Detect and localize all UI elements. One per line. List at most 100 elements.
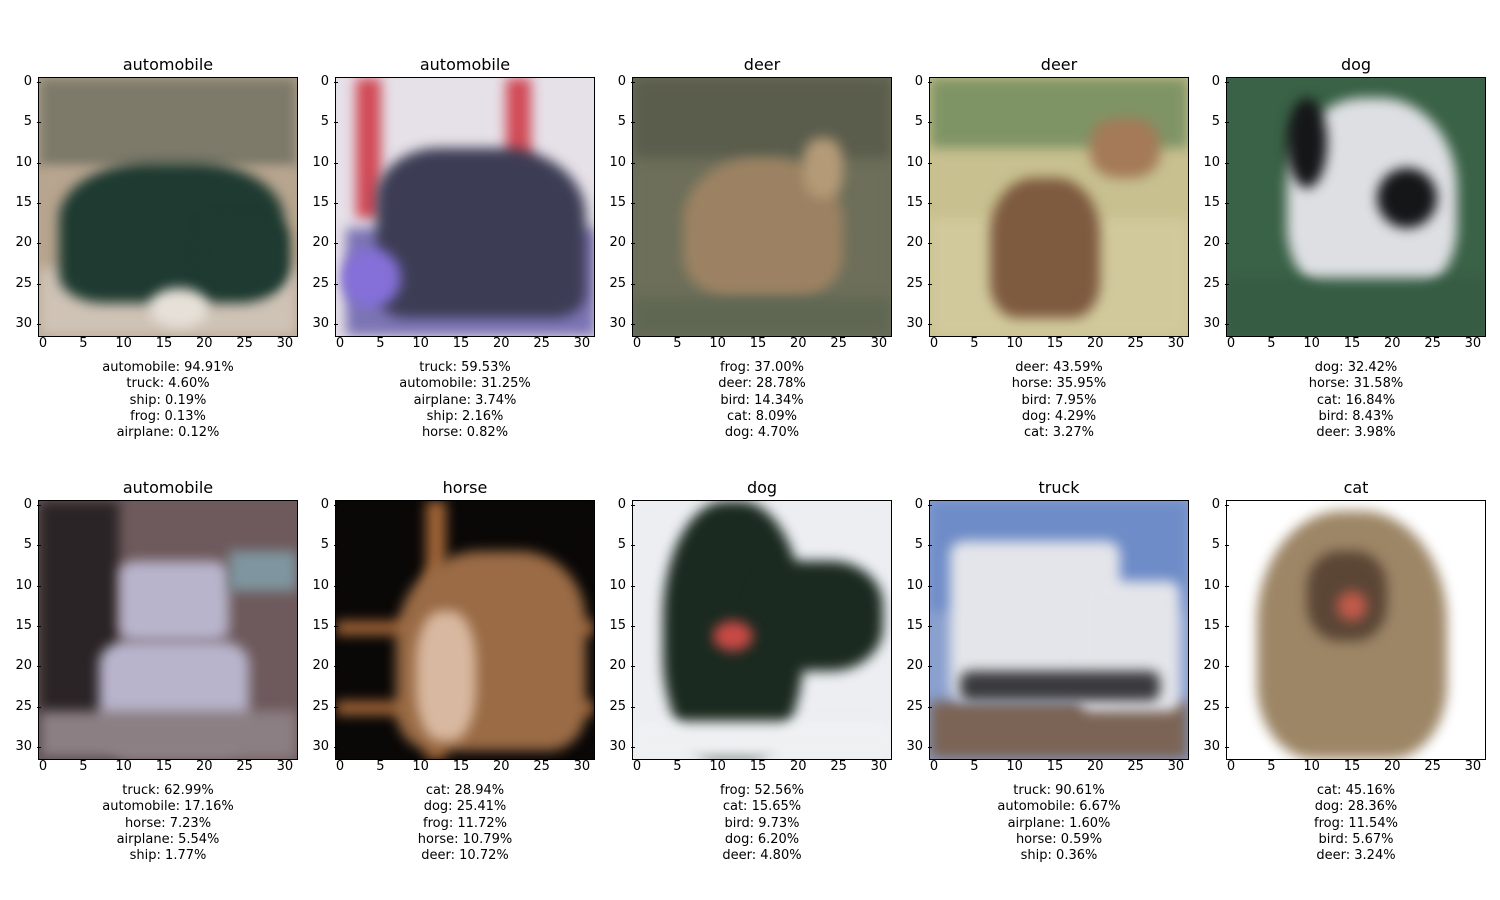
y-tick-mark <box>1225 243 1229 245</box>
image-title: truck <box>1038 478 1080 497</box>
x-tick-label: 10 <box>1303 759 1320 774</box>
x-tick-label: 20 <box>196 336 213 351</box>
x-tick-label: 0 <box>632 759 642 774</box>
prediction-list: frog: 37.00% deer: 28.78% bird: 14.34% cat:… <box>632 360 892 441</box>
y-tick-label: 15 <box>906 194 923 210</box>
x-tick-label: 5 <box>970 759 979 774</box>
x-tick-label: 30 <box>573 759 591 774</box>
y-tick-label: 30 <box>609 738 626 754</box>
image-thumbnail <box>1226 77 1486 337</box>
prediction-line: dog: 25.41% <box>423 799 507 815</box>
x-tick-label: 15 <box>155 759 173 774</box>
image-thumbnail <box>632 77 892 337</box>
image-content <box>39 501 297 759</box>
image-thumbnail <box>335 500 595 760</box>
y-tick-mark <box>928 706 932 708</box>
image-title: automobile <box>419 55 511 74</box>
x-tick-label: 25 <box>1127 759 1144 774</box>
prediction-line: dog: 4.70% <box>724 425 800 440</box>
y-tick-label: 0 <box>617 497 626 513</box>
image-panel: deer 0 5 10 15 20 25 30 0 5 10 15 20 25 30 deer: 43.59%… <box>906 53 1189 453</box>
y-tick-label: 20 <box>609 658 626 674</box>
x-tick-label: 0 <box>38 759 48 774</box>
prediction-line: ship: 1.77% <box>129 848 207 863</box>
y-tick-mark <box>37 585 41 587</box>
y-tick-mark <box>334 202 338 204</box>
y-tick-label: 10 <box>312 577 329 593</box>
x-tick-label: 20 <box>493 336 510 351</box>
y-tick-label: 0 <box>1211 74 1220 90</box>
prediction-line: frog: 37.00% <box>720 360 804 375</box>
y-tick-mark <box>1225 82 1229 84</box>
y-tick-mark <box>1225 202 1229 204</box>
prediction-line: cat: 28.94% <box>425 783 505 798</box>
y-tick-label: 5 <box>914 537 923 553</box>
image-content <box>633 501 891 759</box>
x-tick-label: 20 <box>790 336 807 351</box>
y-tick-label: 0 <box>1211 497 1220 513</box>
prediction-line: ship: 2.16% <box>426 408 504 424</box>
x-tick-label: 0 <box>335 336 345 351</box>
x-tick-label: 30 <box>573 336 591 351</box>
image-content <box>1227 78 1485 336</box>
prediction-line: truck: 62.99% <box>122 783 214 798</box>
prediction-line: cat: 15.65% <box>722 799 802 815</box>
prediction-line: automobile: 17.16% <box>102 799 234 815</box>
y-tick-label: 25 <box>312 275 329 291</box>
prediction-line: horse: 35.95% <box>1011 376 1107 392</box>
y-tick-label: 0 <box>320 497 329 513</box>
prediction-line: deer: 43.59% <box>1015 360 1103 375</box>
y-tick-mark <box>37 323 41 325</box>
prediction-line: frog: 0.13% <box>130 408 206 424</box>
image-panel: cat 0 5 10 15 20 25 30 0 5 10 15 20 25 30 cat: 45.16% do… <box>1203 476 1486 876</box>
x-tick-label: 20 <box>790 759 807 774</box>
y-tick-label: 0 <box>23 497 32 513</box>
prediction-line: bird: 7.95% <box>1021 392 1097 408</box>
image-thumbnail <box>335 77 595 337</box>
image-title: dog <box>1340 55 1372 74</box>
prediction-list: deer: 43.59% horse: 35.95% bird: 7.95% dog:… <box>929 360 1189 441</box>
y-tick-mark <box>1225 706 1229 708</box>
y-tick-label: 0 <box>617 74 626 90</box>
y-tick-label: 25 <box>1203 275 1220 291</box>
prediction-line: horse: 0.82% <box>421 425 509 440</box>
y-tick-label: 15 <box>906 617 923 633</box>
prediction-line: bird: 9.73% <box>724 815 800 831</box>
y-tick-label: 15 <box>312 617 329 633</box>
x-tick-label: 10 <box>1006 759 1023 774</box>
y-tick-label: 30 <box>1203 738 1220 754</box>
y-tick-mark <box>334 666 338 668</box>
image-content <box>1227 501 1485 759</box>
prediction-list: cat: 45.16% dog: 28.36% frog: 11.54% bird: … <box>1226 783 1486 864</box>
image-panel: dog 0 5 10 15 20 25 30 0 5 10 15 20 25 30 frog: 52.56% c… <box>609 476 892 876</box>
y-tick-mark <box>928 545 932 547</box>
image-thumbnail <box>38 500 298 760</box>
y-tick-label: 10 <box>312 154 329 170</box>
image-content <box>39 78 297 336</box>
y-tick-mark <box>631 202 635 204</box>
x-tick-label: 15 <box>155 336 173 351</box>
prediction-line: bird: 8.43% <box>1318 408 1394 424</box>
prediction-line: airplane: 1.60% <box>1007 815 1111 831</box>
x-tick-label: 15 <box>1343 759 1361 774</box>
y-tick-mark <box>1225 283 1229 285</box>
y-tick-label: 25 <box>609 275 626 291</box>
y-tick-label: 5 <box>320 114 329 130</box>
y-tick-label: 20 <box>609 235 626 251</box>
y-tick-mark <box>37 82 41 84</box>
y-tick-label: 30 <box>906 315 923 331</box>
prediction-line: cat: 3.27% <box>1023 425 1095 440</box>
prediction-line: cat: 16.84% <box>1316 392 1396 408</box>
prediction-line: dog: 32.42% <box>1314 360 1398 375</box>
y-tick-mark <box>1225 585 1229 587</box>
y-tick-mark <box>334 162 338 164</box>
y-tick-label: 25 <box>15 275 32 291</box>
y-tick-label: 25 <box>15 698 32 714</box>
y-tick-mark <box>928 585 932 587</box>
image-panel: truck 0 5 10 15 20 25 30 0 5 10 15 20 25 30 truck: 90.6… <box>906 476 1189 876</box>
x-tick-label: 10 <box>709 759 726 774</box>
y-tick-mark <box>631 283 635 285</box>
y-tick-mark <box>334 283 338 285</box>
y-tick-label: 20 <box>312 235 329 251</box>
y-tick-label: 15 <box>312 194 329 210</box>
